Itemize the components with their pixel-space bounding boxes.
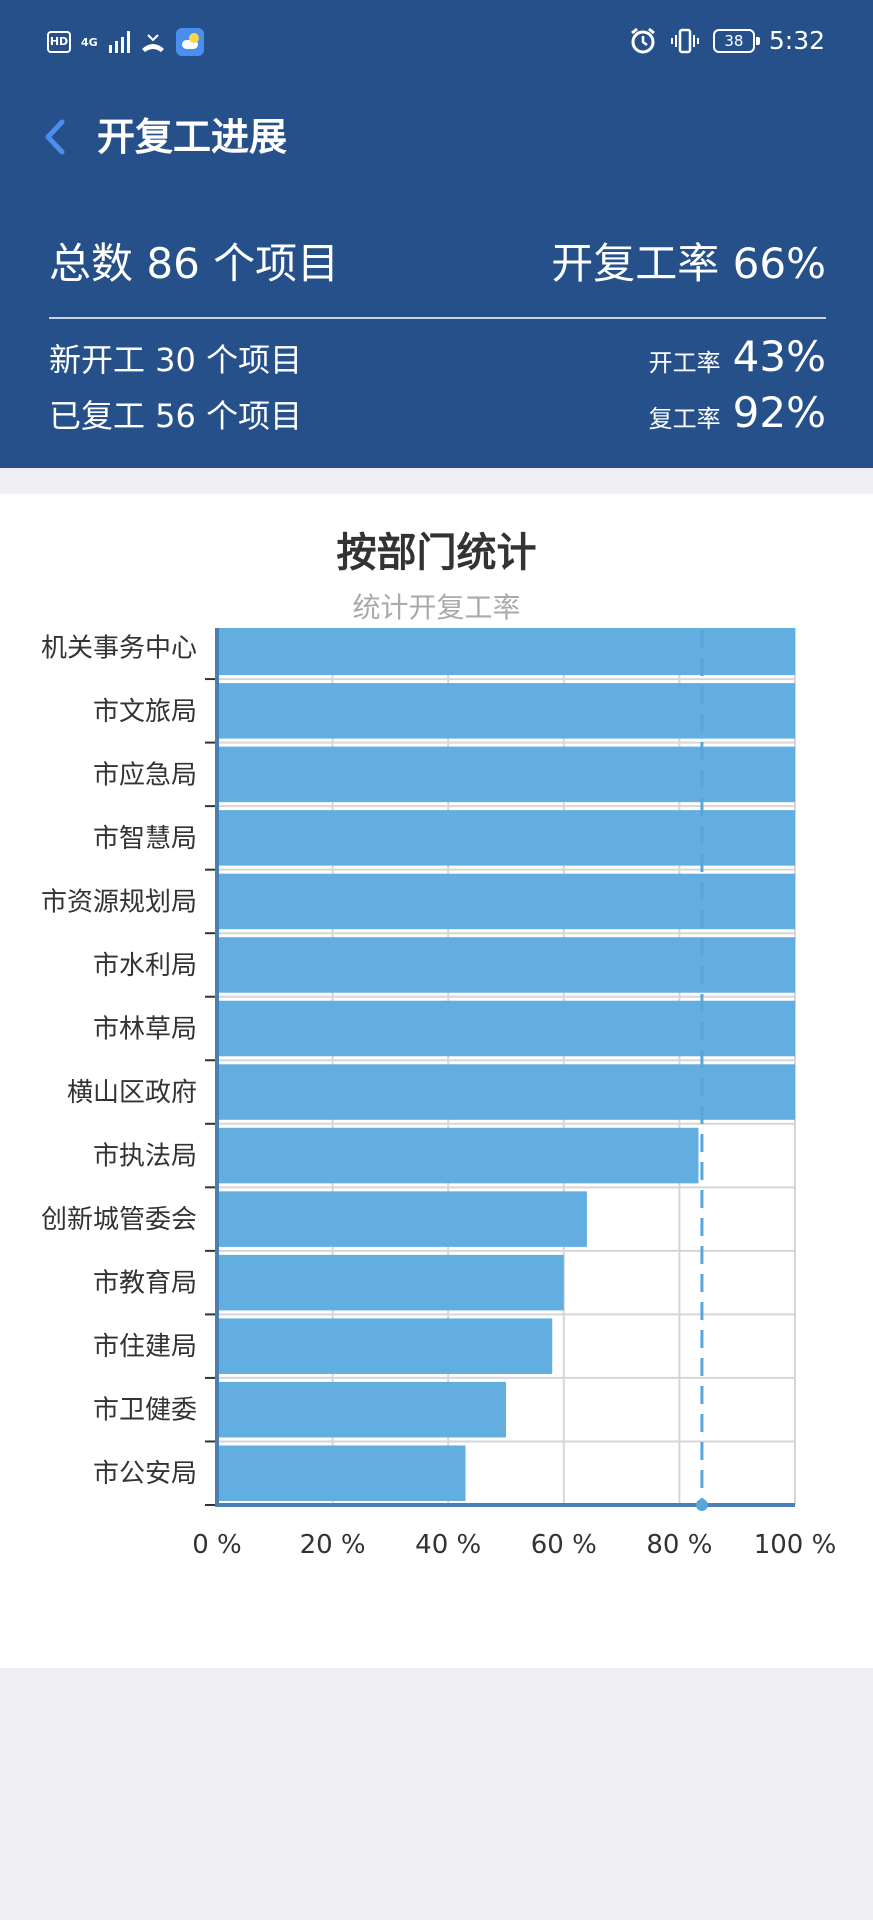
x-tick-label: 20 % [300, 1530, 366, 1560]
category-label: 市应急局 [93, 760, 197, 790]
status-bar-right: 38 5:32 [629, 26, 825, 55]
bar [217, 1445, 466, 1501]
page-title: 开复工进展 [97, 115, 288, 159]
x-tick-label: 0 % [192, 1530, 242, 1560]
missed-call-icon [142, 34, 164, 52]
x-tick-label: 100 % [754, 1530, 837, 1560]
category-label: 市水利局 [93, 951, 197, 981]
x-tick-label: 40 % [415, 1530, 481, 1560]
chart-card: 按部门统计 统计开复工率 市交通局机关事务中心市文旅局市应急局市智慧局市资源规划… [0, 494, 873, 1668]
department-bar-chart: 市交通局机关事务中心市文旅局市应急局市智慧局市资源规划局市水利局市林草局横山区政… [41, 628, 837, 1560]
category-label: 市公安局 [93, 1459, 197, 1489]
bar [217, 1381, 506, 1438]
category-label: 市资源规划局 [41, 887, 197, 917]
category-label: 横山区政府 [67, 1078, 197, 1108]
resume-rate: 复工率 92% [649, 388, 826, 437]
status-bar-left: HD 4G [47, 28, 204, 56]
x-tick-label: 80 % [646, 1530, 712, 1560]
category-label: 市执法局 [93, 1142, 197, 1172]
hd-icon: HD [47, 31, 71, 53]
resume-rate-value: 92% [732, 388, 826, 437]
category-label: 创新城管委会 [41, 1205, 197, 1235]
resumed-projects: 已复工 56 个项目 [49, 397, 303, 435]
status-bar: HD 4G 38 5:32 [0, 0, 873, 88]
category-label: 市林草局 [93, 1015, 197, 1045]
signal-icon [109, 31, 130, 53]
app-header: HD 4G 38 5:32 开 [0, 0, 873, 468]
start-rate: 开工率 43% [649, 332, 826, 381]
header-divider [49, 317, 826, 319]
bar [217, 937, 795, 993]
total-projects: 总数 86 个项目 [49, 239, 340, 288]
bar [217, 683, 795, 739]
total-rate: 开复工率 66% [551, 239, 826, 288]
bar [217, 1318, 553, 1374]
network-type-label: 4G [81, 35, 98, 49]
start-rate-value: 43% [732, 332, 826, 381]
bar [217, 1127, 699, 1184]
vibrate-icon [670, 28, 699, 53]
bar [217, 746, 795, 803]
bar [217, 1191, 587, 1247]
bar [217, 810, 795, 866]
category-label: 市住建局 [93, 1332, 197, 1362]
chart-subtitle: 统计开复工率 [352, 591, 521, 624]
weather-icon [176, 28, 204, 56]
bar [217, 873, 795, 930]
category-label: 市卫健委 [93, 1396, 197, 1426]
bar [217, 1254, 564, 1311]
resume-rate-label: 复工率 [648, 405, 721, 433]
category-label: 市文旅局 [93, 697, 197, 727]
category-label: 市智慧局 [93, 824, 197, 854]
bar [217, 628, 795, 676]
x-tick-label: 60 % [531, 1530, 597, 1560]
start-rate-label: 开工率 [648, 349, 721, 377]
chevron-left-icon[interactable] [36, 112, 76, 162]
new-start-projects: 新开工 30 个项目 [49, 341, 303, 379]
alarm-icon [630, 27, 655, 53]
category-label: 机关事务中心 [41, 633, 197, 663]
chart-title: 按部门统计 [336, 530, 537, 576]
bar [217, 1064, 795, 1120]
battery-icon: 38 [712, 28, 760, 53]
mark-line-dot [695, 1499, 708, 1511]
summary-new-start-row: 新开工 30 个项目 开工率 43% [49, 332, 826, 381]
bar [217, 1000, 795, 1057]
summary-total-row: 总数 86 个项目 开复工率 66% [49, 230, 826, 291]
status-time: 5:32 [768, 26, 825, 55]
category-label: 市教育局 [93, 1269, 197, 1299]
summary-resumed-row: 已复工 56 个项目 复工率 92% [49, 388, 826, 437]
